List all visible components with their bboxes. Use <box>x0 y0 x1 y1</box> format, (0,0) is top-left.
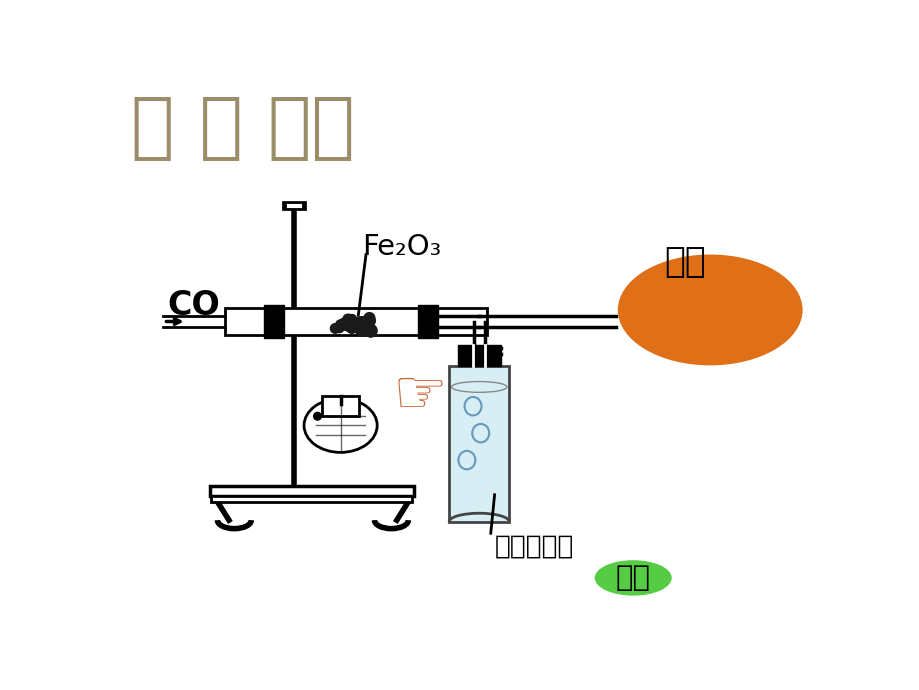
Text: 澄清石灰水: 澄清石灰水 <box>494 533 573 560</box>
Circle shape <box>338 319 347 328</box>
Text: ☞: ☞ <box>392 366 448 425</box>
Bar <box>448 366 509 522</box>
Bar <box>225 308 486 335</box>
Text: 气囊: 气囊 <box>664 244 705 279</box>
Circle shape <box>357 324 369 335</box>
Circle shape <box>345 314 352 321</box>
Ellipse shape <box>303 399 377 453</box>
Circle shape <box>338 318 350 330</box>
Bar <box>417 304 437 338</box>
Text: CO: CO <box>167 289 220 322</box>
Circle shape <box>346 315 356 324</box>
Circle shape <box>335 320 345 329</box>
Circle shape <box>341 318 348 326</box>
Circle shape <box>347 326 354 333</box>
Circle shape <box>365 315 375 326</box>
Circle shape <box>353 318 363 328</box>
Circle shape <box>364 324 377 337</box>
Circle shape <box>343 315 351 323</box>
Text: 做 一 做：: 做 一 做： <box>131 95 355 164</box>
Bar <box>457 344 500 366</box>
Text: 讨论: 讨论 <box>615 564 650 592</box>
Circle shape <box>342 318 355 330</box>
Circle shape <box>344 322 354 331</box>
Circle shape <box>340 322 348 330</box>
Circle shape <box>357 317 368 327</box>
Circle shape <box>330 324 340 333</box>
Ellipse shape <box>618 255 801 366</box>
Bar <box>211 495 412 502</box>
Circle shape <box>363 316 373 326</box>
Circle shape <box>355 319 366 331</box>
Circle shape <box>367 324 373 331</box>
Circle shape <box>357 322 367 332</box>
Bar <box>210 486 414 495</box>
Bar <box>264 304 283 338</box>
Circle shape <box>313 413 321 420</box>
Bar <box>322 396 358 416</box>
Circle shape <box>356 326 366 336</box>
Circle shape <box>354 317 367 330</box>
Circle shape <box>335 323 344 333</box>
Circle shape <box>347 315 356 323</box>
Text: Fe₂O₃: Fe₂O₃ <box>362 233 441 261</box>
Circle shape <box>363 315 373 324</box>
Circle shape <box>358 320 369 330</box>
Circle shape <box>346 321 357 333</box>
Circle shape <box>364 313 374 324</box>
Ellipse shape <box>451 382 506 393</box>
Circle shape <box>345 317 357 329</box>
Ellipse shape <box>594 560 671 595</box>
